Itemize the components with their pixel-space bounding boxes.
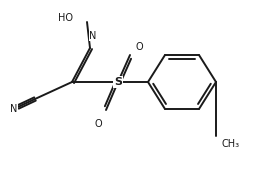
Text: S: S (114, 77, 122, 87)
Text: N: N (10, 104, 18, 114)
Text: O: O (94, 119, 102, 129)
Text: HO: HO (58, 13, 73, 23)
Text: O: O (136, 42, 144, 52)
Text: N: N (89, 31, 97, 41)
Text: CH₃: CH₃ (222, 139, 240, 149)
